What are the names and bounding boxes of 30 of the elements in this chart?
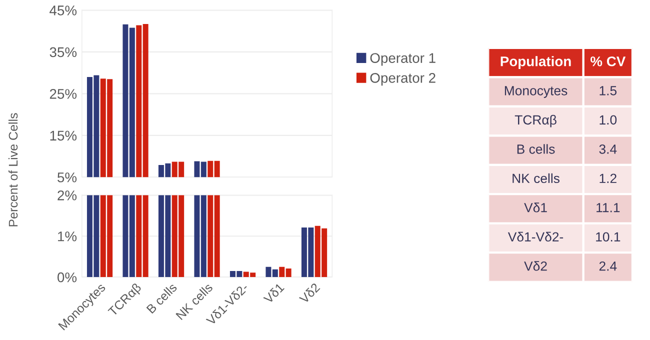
y-tick-label: 45% [50, 6, 77, 16]
text: 1.5 [600, 86, 617, 96]
y-tick-label: 35% [50, 47, 77, 58]
text: 1.0 [600, 115, 617, 125]
category-label: Monocytes [504, 86, 568, 98]
y-tick-label: 15% [50, 130, 77, 141]
category-label: B cells [517, 144, 555, 154]
y-tick-label: 5% [58, 172, 77, 182]
category-label: Vδ2 [524, 261, 547, 271]
category-label: NK cells [512, 173, 560, 184]
category-label: Vδ1 [524, 202, 547, 212]
y-tick-label: 2% [58, 190, 77, 200]
text: 3.4 [599, 144, 617, 154]
legend-label: Operator 2 [370, 73, 436, 86]
text: % CV [590, 56, 626, 66]
y-tick-label: 25% [50, 89, 77, 99]
y-tick-label: 0% [58, 272, 77, 282]
text: 2.4 [599, 261, 617, 271]
y-axis-title: Percent of Live Cells [8, 113, 18, 226]
category-label: TCRαβ [514, 114, 556, 128]
x-tick-label: B cells [146, 282, 178, 314]
category-label: Vδ1-Vδ2- [508, 232, 564, 242]
x-tick-label: Vδ2 [298, 282, 320, 304]
y-tick-label: 1% [58, 232, 77, 242]
text: Population [500, 56, 571, 70]
text: 11.1 [596, 203, 620, 212]
legend-label: Operator 1 [370, 53, 436, 66]
x-tick-label: Vδ1 [262, 282, 285, 304]
text: 1.2 [600, 174, 616, 183]
text: 10.1 [596, 232, 620, 242]
